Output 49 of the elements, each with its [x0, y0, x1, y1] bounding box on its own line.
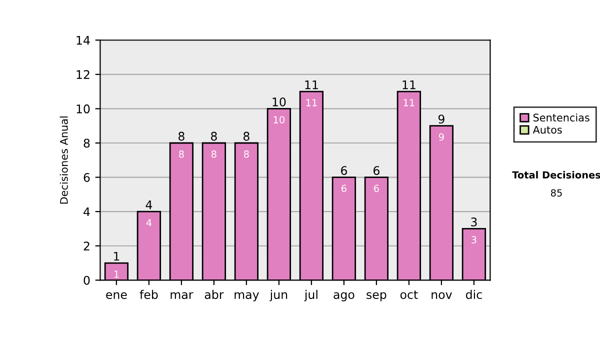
x-tick-label: oct [400, 290, 418, 300]
y-tick-label: 6 [84, 173, 90, 182]
total-label: 3 [471, 218, 477, 226]
x-tick-label: may [234, 292, 259, 302]
y-tick-label: 0 [84, 276, 90, 285]
data-label: 10 [274, 116, 284, 124]
data-label: 1 [114, 270, 119, 278]
y-axis-title: Decisiones Anual [60, 116, 68, 204]
x-tick-label: mar [170, 292, 194, 300]
total-label: 11 [402, 80, 416, 90]
data-label: 4 [146, 219, 152, 226]
total-label: 11 [305, 80, 318, 90]
data-label: 8 [179, 150, 184, 158]
data-label: 11 [306, 99, 317, 106]
total-label: 8 [243, 132, 250, 141]
total-label: 8 [210, 132, 217, 141]
total-label: 6 [374, 166, 380, 175]
x-tick-label: jul [304, 290, 318, 302]
total-label: 9 [438, 114, 444, 124]
data-label: 3 [472, 236, 476, 244]
data-label: 6 [342, 184, 346, 192]
y-tick-label: 12 [76, 70, 90, 79]
total-label: 4 [146, 200, 152, 210]
x-tick-label: sep [366, 292, 386, 302]
x-tick-label: ene [106, 292, 127, 300]
y-tick-label: 4 [84, 207, 90, 216]
x-tick-label: jun [270, 290, 288, 302]
text: Total Decisiones [512, 171, 600, 179]
data-label: 9 [438, 133, 444, 141]
y-tick-label: 2 [84, 242, 90, 250]
total-label: 6 [341, 166, 347, 175]
y-tick-label: 14 [76, 36, 90, 45]
data-label: 8 [212, 150, 216, 158]
x-tick-label: dic [466, 290, 482, 300]
total-label: 1 [114, 252, 120, 261]
x-tick-label: nov [432, 292, 452, 300]
total-label: 8 [178, 132, 184, 141]
x-tick-label: abr [204, 290, 224, 300]
y-tick-label: 10 [76, 104, 90, 114]
total-label: 10 [272, 97, 286, 106]
data-label: 6 [374, 184, 379, 192]
y-tick-label: 8 [84, 138, 90, 148]
legend-label: Autos [532, 126, 562, 134]
text: 85 [550, 189, 562, 197]
x-tick-label: ago [334, 292, 354, 302]
data-label: 8 [244, 150, 249, 158]
x-tick-label: feb [140, 290, 158, 300]
legend-label: Sentencias [533, 113, 590, 122]
data-label: 11 [404, 99, 414, 106]
